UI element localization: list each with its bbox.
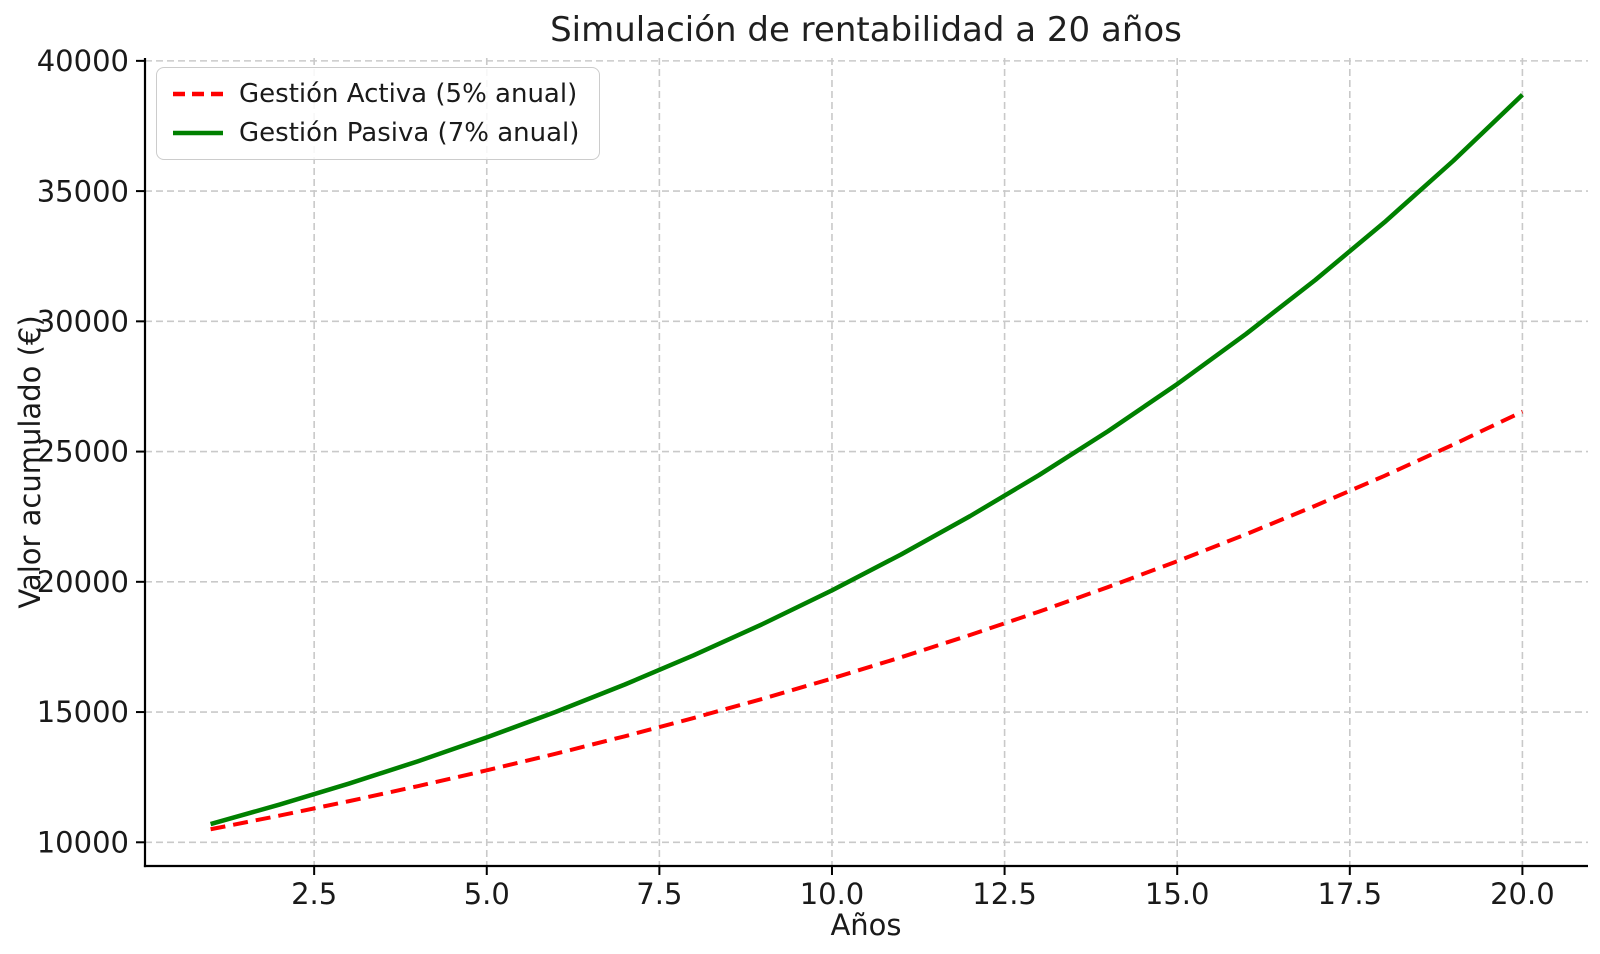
tick-marks [136,59,1524,875]
legend-swatch-dashed-line [173,91,223,97]
legend-label: Gestión Pasiva (7% anual) [239,118,580,148]
x-tick-label: 10.0 [800,877,865,911]
series-line-0 [210,409,1524,832]
x-tick-label: 15.0 [1145,877,1210,911]
legend-item-1: Gestión Pasiva (7% anual) [173,118,579,148]
gridlines [145,58,1588,866]
legend: Gestión Activa (5% anual) Gestión Pasiva … [156,67,601,160]
y-tick-label: 15000 [37,695,129,729]
y-tick-label: 40000 [37,44,129,78]
x-tick-label: 5.0 [464,877,510,911]
y-tick-label: 10000 [37,825,129,859]
series-line-1 [209,93,1524,827]
axis-spines [143,58,1588,868]
x-tick-label: 7.5 [636,877,682,911]
y-tick-label: 20000 [37,565,129,599]
x-axis-label: Años [830,908,902,942]
x-tick-label: 12.5 [972,877,1037,911]
y-tick-label: 35000 [37,174,129,208]
x-tick-label: 20.0 [1490,877,1555,911]
y-tick-label: 30000 [37,304,129,338]
y-tick-label: 25000 [37,435,129,469]
legend-label: Gestión Activa (5% anual) [239,79,578,109]
chart-title: Simulación de rentabilidad a 20 años [550,10,1182,50]
x-tick-label: 2.5 [291,877,337,911]
legend-item-0: Gestión Activa (5% anual) [173,79,579,109]
x-tick-label: 17.5 [1318,877,1383,911]
legend-swatch-solid-line [173,130,223,136]
